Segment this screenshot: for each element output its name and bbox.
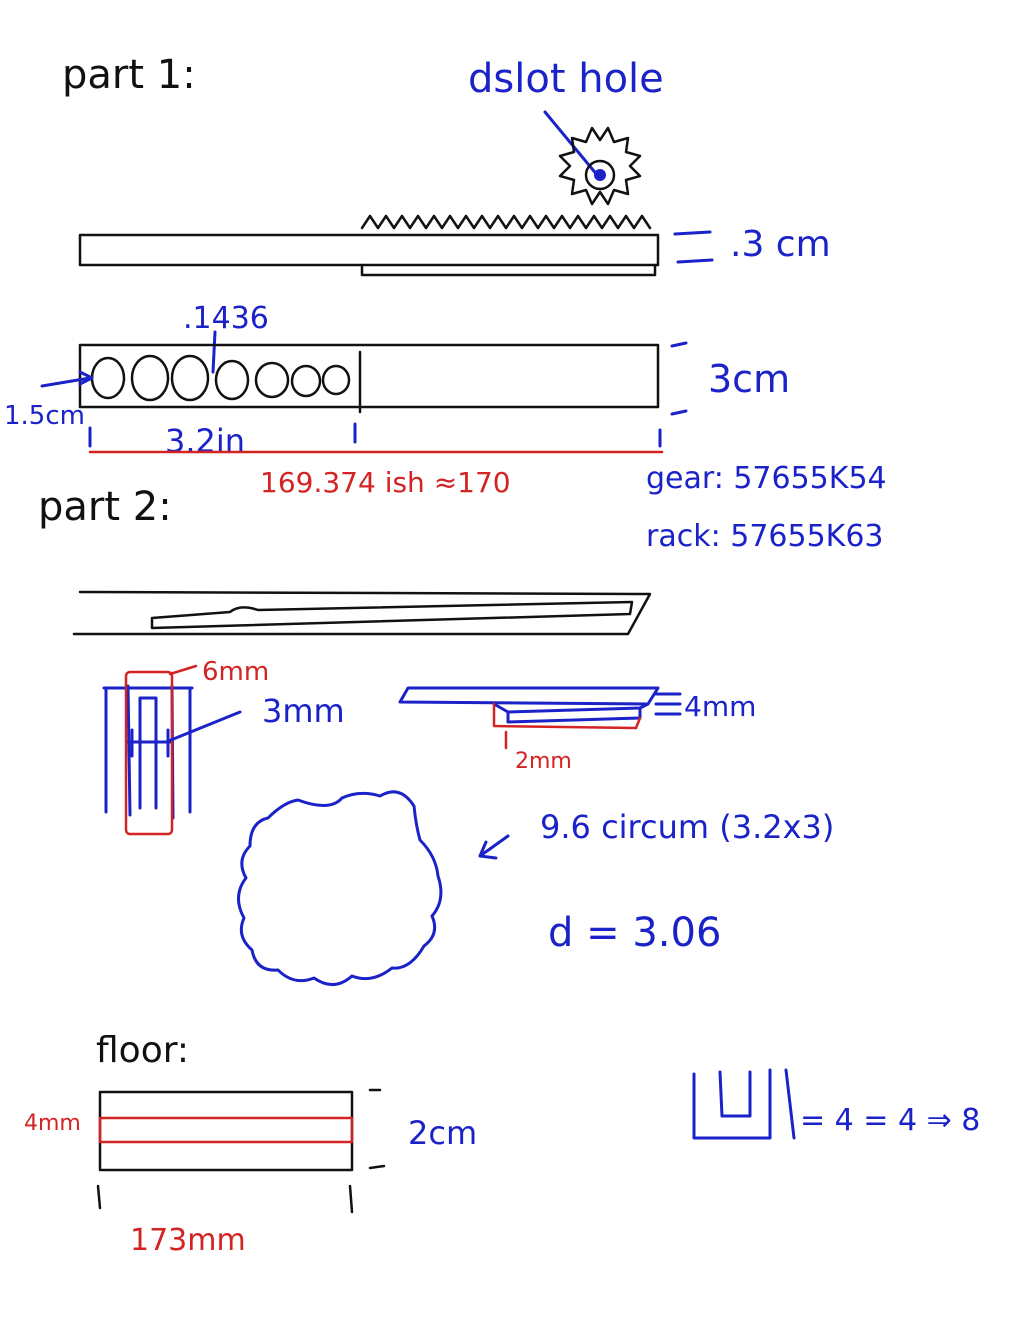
width-pointer [168, 664, 198, 676]
floor-strip-label: 4mm [24, 1111, 81, 1136]
span-ticks [88, 422, 662, 448]
floor-length-label: 173mm [130, 1223, 246, 1258]
bar-height-marks [670, 341, 688, 416]
circumference-label: 9.6 circum (3.2x3) [540, 808, 834, 846]
plate-inner-strip [150, 600, 634, 630]
pinion-gear-icon [558, 126, 642, 206]
slot-label: 3mm [262, 692, 345, 730]
mounting-holes [90, 354, 351, 402]
floor-height-marks [368, 1088, 386, 1170]
cross-section [398, 686, 660, 730]
circumference-arrow [478, 834, 510, 860]
floor-length-ticks [96, 1184, 354, 1214]
thickness-label: 4mm [684, 690, 756, 723]
rack-part-label: rack: 57655K63 [646, 519, 884, 554]
gear-outline [237, 790, 443, 986]
edge-offset-arrow [40, 370, 94, 388]
step-label: 2mm [515, 749, 572, 774]
mounting-bar [78, 343, 660, 409]
rack-teeth [360, 214, 652, 230]
slot-pointer [164, 710, 242, 744]
floor-strip [98, 1116, 354, 1144]
hole-spacing-label: .1436 [183, 301, 269, 336]
side-bracket [102, 670, 194, 836]
rack-thickness-marks [673, 230, 714, 264]
total-length-label: 169.374 ish ≈170 [260, 466, 511, 499]
edge-offset-label: 1.5cm [4, 401, 85, 431]
width-label: 6mm [202, 657, 269, 687]
u-channel-inner [718, 1070, 752, 1118]
hole-span-label: 3.2in [165, 422, 245, 460]
u-channel-label: = 4 = 4 ⇒ 8 [800, 1103, 980, 1138]
u-channel-icon [692, 1068, 772, 1140]
slanted-plate [72, 590, 652, 636]
floor-heading: floor: [96, 1030, 189, 1071]
u-channel-wall [784, 1068, 796, 1140]
diameter-label: d = 3.06 [548, 910, 721, 956]
rack-thickness-label: .3 cm [730, 224, 831, 265]
bar-height-label: 3cm [708, 357, 790, 401]
floor-height-label: 2cm [408, 1114, 477, 1152]
rack-bar [78, 233, 660, 267]
floor-plate [98, 1090, 354, 1172]
gear-label: dslot hole [468, 56, 664, 102]
thickness-marks [654, 692, 682, 716]
gear-part-label: gear: 57655K54 [646, 461, 887, 496]
part1-heading: part 1: [62, 52, 196, 98]
part2-heading: part 2: [38, 484, 172, 530]
rack-base [360, 263, 657, 277]
hole-spacing-pointer [211, 330, 217, 374]
